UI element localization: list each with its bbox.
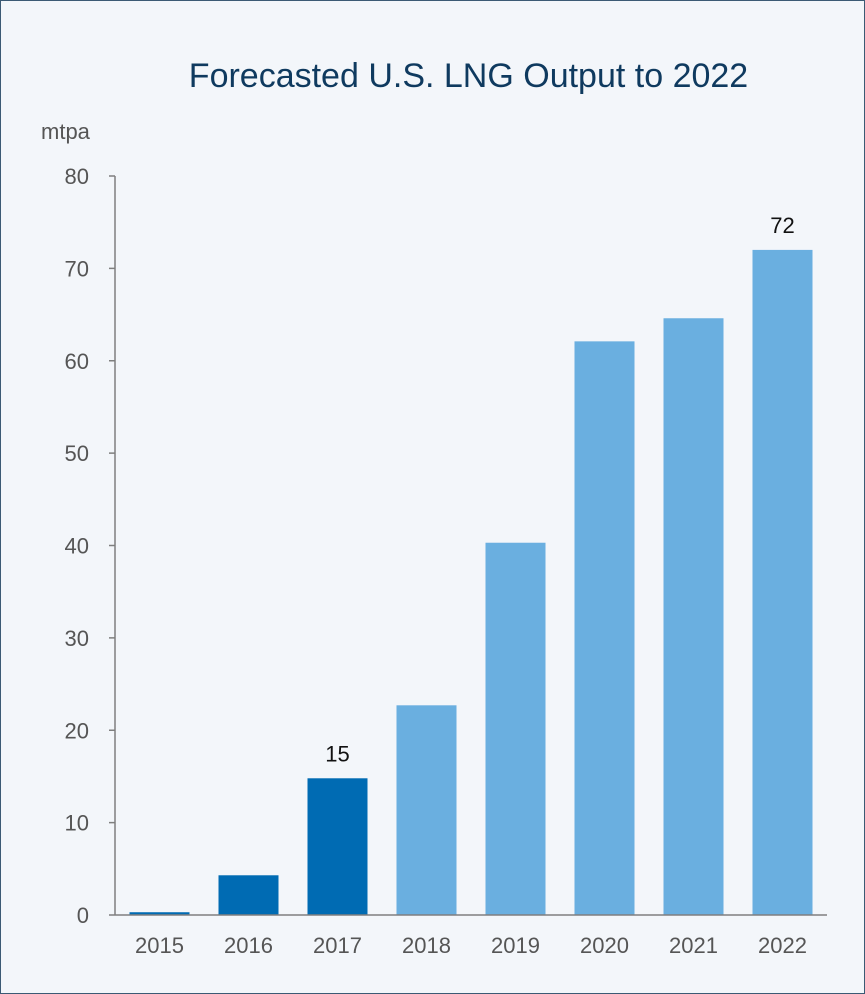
bar-2020 [574,341,635,915]
data-label-2017: 15 [325,741,349,766]
y-tick-label: 20 [65,718,89,743]
y-tick-label: 30 [65,626,89,651]
x-tick-label: 2015 [135,933,184,958]
x-axis-ticks: 2015 2016 2017 2018 2019 2020 2021 2022 [135,933,807,958]
y-tick-label: 80 [65,164,89,189]
data-label-2022: 72 [770,213,794,238]
bar-2017 [307,778,368,915]
x-tick-label: 2022 [758,933,807,958]
y-axis-ticks: 0 10 20 30 40 50 60 70 80 [65,164,115,928]
x-tick-label: 2019 [491,933,540,958]
chart-title: Forecasted U.S. LNG Output to 2022 [188,57,749,95]
y-axis-unit-label: mtpa [41,119,91,144]
y-tick-label: 0 [77,903,89,928]
x-tick-label: 2018 [402,933,451,958]
bar-2022 [752,249,813,915]
bar-2021 [663,318,724,915]
y-tick-label: 40 [65,534,89,559]
bar-2016 [218,875,279,915]
y-tick-label: 70 [65,256,89,281]
bar-2019 [485,542,546,915]
y-tick-label: 50 [65,441,89,466]
y-tick-label: 10 [65,811,89,836]
x-tick-label: 2016 [224,933,273,958]
bar-2018 [396,705,457,915]
x-tick-label: 2020 [580,933,629,958]
bar-series [129,249,813,915]
bar-2015 [129,912,190,915]
y-tick-label: 60 [65,349,89,374]
x-tick-label: 2021 [669,933,718,958]
x-tick-label: 2017 [313,933,362,958]
